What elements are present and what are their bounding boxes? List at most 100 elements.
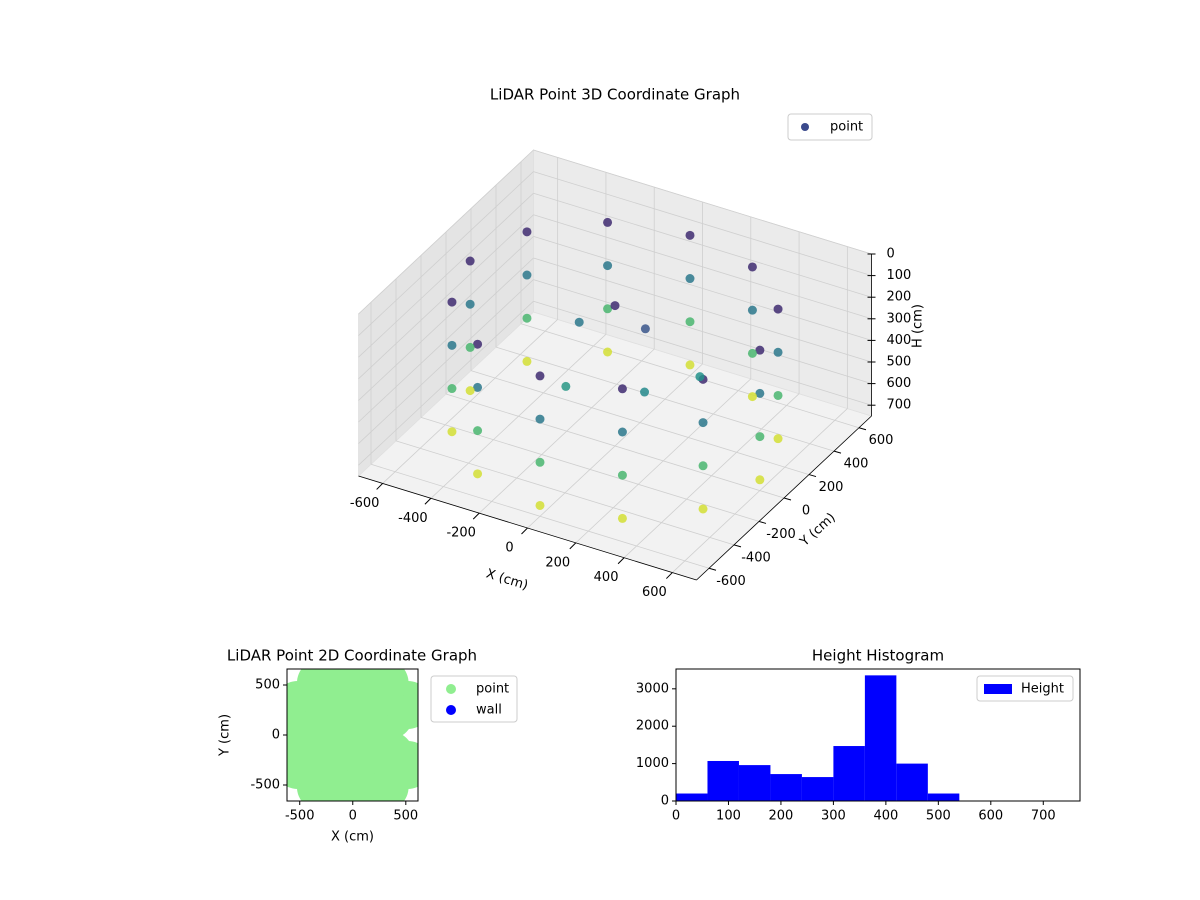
point bbox=[747, 348, 757, 358]
point bbox=[747, 392, 757, 402]
x-tick-label: 200 bbox=[769, 809, 794, 824]
grid-line bbox=[533, 300, 872, 406]
legend-marker bbox=[984, 684, 1012, 694]
tick-mark bbox=[569, 542, 577, 550]
z-tick-label: 200 bbox=[887, 290, 912, 305]
x-tick-label: 300 bbox=[821, 809, 846, 824]
bar bbox=[770, 774, 802, 801]
point bbox=[535, 414, 545, 424]
point bbox=[473, 382, 483, 392]
tick-mark bbox=[858, 427, 867, 431]
point bbox=[465, 386, 475, 396]
point bbox=[640, 324, 650, 334]
point bbox=[698, 504, 708, 514]
bar bbox=[896, 763, 928, 801]
legend-marker bbox=[801, 123, 809, 131]
grid-line bbox=[533, 257, 872, 363]
point bbox=[755, 345, 765, 355]
bar bbox=[801, 777, 834, 801]
grid-line bbox=[358, 300, 534, 466]
legend-marker bbox=[446, 705, 456, 715]
z-tick-label: 600 bbox=[887, 376, 912, 391]
grid-line bbox=[358, 236, 534, 401]
grid-line bbox=[533, 192, 872, 298]
legend-box bbox=[787, 113, 873, 141]
chart-title: LiDAR Point 2D Coordinate Graph bbox=[227, 647, 477, 665]
x-tick-label: -200 bbox=[446, 526, 476, 541]
point bbox=[574, 317, 584, 327]
point bbox=[685, 317, 695, 327]
point bbox=[522, 227, 532, 237]
y-tick-label: 0 bbox=[272, 728, 280, 743]
y-axis-label: Y (cm) bbox=[218, 714, 233, 757]
grid-line bbox=[495, 346, 835, 452]
y-tick-label: 0 bbox=[661, 794, 669, 809]
z-tick-label: 500 bbox=[887, 355, 912, 370]
y-tick-label: 1000 bbox=[636, 756, 669, 771]
z-tick-label: 400 bbox=[887, 333, 912, 348]
point bbox=[610, 301, 620, 311]
point bbox=[522, 270, 532, 280]
point bbox=[447, 384, 457, 394]
axes-3d: -600-400-2000200400600-600-400-200020040… bbox=[350, 86, 926, 601]
grid-line bbox=[520, 323, 860, 429]
y-tick-label: 0 bbox=[802, 504, 810, 519]
grid-line bbox=[533, 214, 872, 320]
bar bbox=[927, 793, 960, 801]
point bbox=[747, 305, 757, 315]
plot-points bbox=[287, 669, 418, 801]
tick-mark bbox=[783, 497, 792, 501]
point bbox=[695, 372, 705, 382]
point bbox=[617, 384, 627, 394]
grid-line bbox=[358, 214, 534, 380]
tick-mark bbox=[808, 474, 817, 478]
grid-line bbox=[358, 171, 534, 336]
z-tick-label: 300 bbox=[887, 311, 912, 326]
point bbox=[603, 261, 613, 271]
bar bbox=[864, 675, 897, 801]
point bbox=[617, 427, 627, 437]
tick-mark bbox=[758, 520, 767, 524]
point bbox=[755, 475, 765, 485]
grid-line bbox=[533, 236, 872, 341]
plot-frame bbox=[675, 668, 1081, 802]
x-axis-label: X (cm) bbox=[331, 830, 374, 845]
y-tick-label: -600 bbox=[716, 574, 746, 589]
point bbox=[535, 371, 545, 381]
point bbox=[755, 388, 765, 398]
point bbox=[773, 434, 783, 444]
legend-box bbox=[976, 675, 1074, 702]
x-tick-label: 600 bbox=[642, 585, 667, 600]
point bbox=[685, 360, 695, 370]
x-tick-label: 600 bbox=[978, 809, 1003, 824]
x-tick-label: 400 bbox=[873, 809, 898, 824]
x-tick-label: 0 bbox=[672, 809, 680, 824]
y-tick-label: 400 bbox=[844, 457, 869, 472]
legend-marker bbox=[446, 684, 456, 694]
y-tick-label: -200 bbox=[766, 527, 796, 542]
grid-line bbox=[533, 149, 872, 255]
point bbox=[465, 256, 475, 266]
axes-histogram: 0 100 200 300 400 500 600 700 0 1000 2000 3000 Heigh… bbox=[636, 647, 1081, 824]
tick-mark bbox=[472, 512, 480, 520]
grid-line bbox=[358, 257, 534, 423]
point bbox=[617, 470, 627, 480]
point bbox=[465, 299, 475, 309]
tick-mark bbox=[708, 567, 717, 571]
grid-line bbox=[533, 279, 872, 384]
tick-mark bbox=[833, 450, 842, 454]
x-tick-label: -500 bbox=[285, 809, 315, 824]
tick-mark bbox=[521, 527, 528, 535]
point bbox=[473, 339, 483, 349]
x-tick-label: 0 bbox=[349, 809, 357, 824]
x-tick-label: 500 bbox=[926, 809, 951, 824]
grid-line bbox=[395, 440, 735, 546]
point bbox=[603, 304, 613, 314]
legend-label: point bbox=[476, 682, 509, 697]
legend-label: wall bbox=[476, 703, 502, 718]
grid-line bbox=[370, 463, 710, 569]
point bbox=[747, 262, 757, 272]
x-tick-label: 200 bbox=[545, 555, 570, 570]
x-axis-line bbox=[358, 475, 697, 581]
